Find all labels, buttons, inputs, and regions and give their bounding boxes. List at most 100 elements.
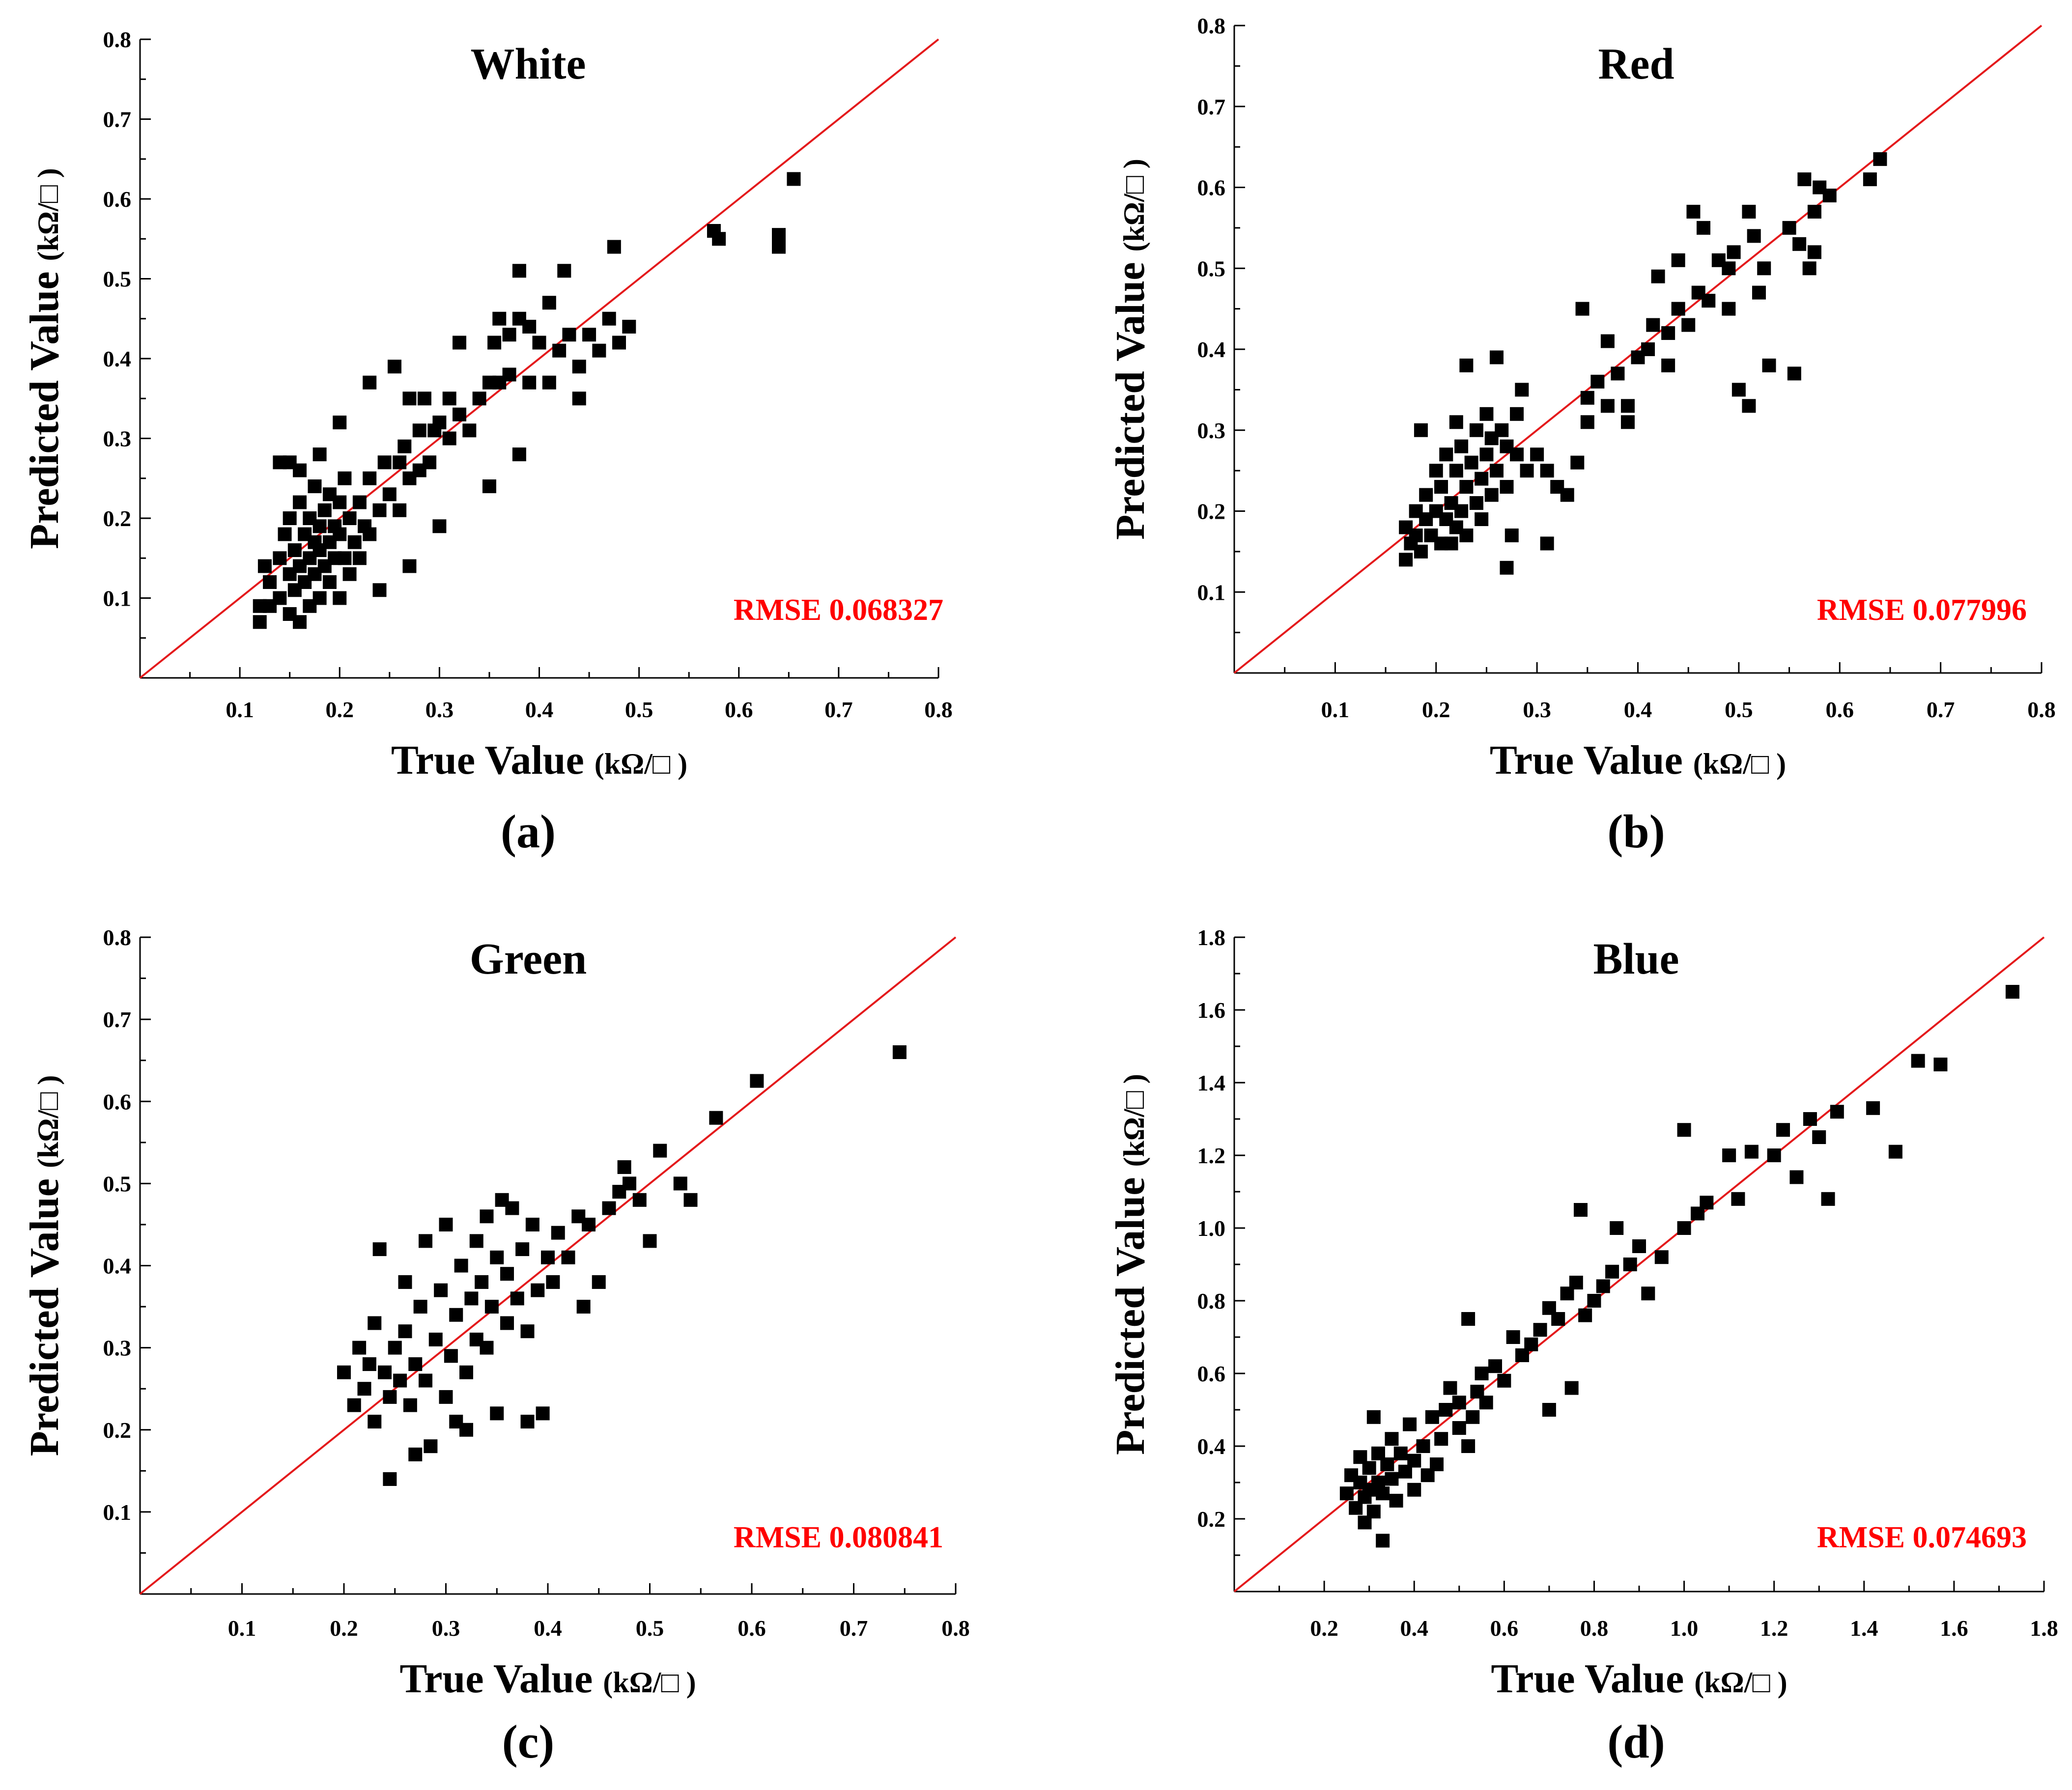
data-point (1551, 1312, 1565, 1326)
data-point (1419, 488, 1433, 502)
data-point (1569, 1276, 1583, 1289)
x-tick-label: 0.7 (840, 1616, 868, 1641)
data-point (338, 551, 352, 565)
y-tick-label: 0.8 (103, 27, 132, 52)
data-point (1497, 1373, 1511, 1388)
data-point (283, 511, 297, 525)
data-point (287, 543, 302, 557)
data-point (362, 1357, 376, 1371)
data-point (1654, 1250, 1669, 1264)
y-tick-label: 1.0 (1197, 1216, 1226, 1241)
data-point (1339, 1486, 1354, 1501)
y-tick-label: 0.6 (103, 187, 132, 212)
data-point (1540, 536, 1554, 551)
data-point (1416, 1439, 1430, 1453)
y-tick-label: 0.3 (103, 1336, 132, 1361)
panel-red: 0.1 0.2 0.3 0.4 0.5 0.6 0.7 0.8 0.1 0.2 0.3 0.4 0.5 0… (1107, 13, 2056, 858)
y-tick-label: 0.5 (1197, 256, 1226, 281)
data-point (408, 1357, 423, 1371)
data-point (1731, 1192, 1745, 1206)
data-point (552, 343, 567, 358)
data-point (561, 1250, 575, 1264)
data-point (525, 1217, 539, 1231)
rmse-annotation: RMSE 0.077996 (1817, 593, 2027, 627)
data-point (342, 567, 357, 581)
data-point (500, 1316, 514, 1330)
y-tick-label: 0.1 (103, 586, 132, 611)
data-point (592, 343, 606, 358)
y-tick-label: 0.7 (103, 107, 132, 132)
data-point (434, 1283, 448, 1297)
y-tick-label: 0.2 (103, 1418, 132, 1443)
data-point (480, 1209, 494, 1224)
data-point (393, 455, 407, 470)
data-point (787, 172, 801, 186)
reference-line-y-equals-x (139, 38, 939, 679)
data-point (398, 1324, 412, 1339)
data-point (1641, 342, 1655, 356)
data-point (1752, 285, 1766, 300)
data-point (333, 527, 347, 541)
data-point (1911, 1054, 1925, 1068)
data-point (312, 519, 327, 533)
data-point (1580, 415, 1594, 429)
data-point (1399, 553, 1413, 567)
x-tick-label: 0.8 (2027, 697, 2056, 722)
y-axis-title: Predicted Value (kΩ/□ ) (22, 1075, 67, 1456)
data-point (602, 311, 616, 326)
data-point (368, 1415, 382, 1429)
data-point (1767, 1148, 1781, 1162)
data-point (1452, 1421, 1466, 1435)
data-point (492, 311, 507, 326)
data-point (424, 1439, 438, 1454)
data-point (536, 1406, 550, 1421)
data-point (1611, 366, 1625, 381)
data-point (480, 1341, 494, 1355)
data-point (1484, 488, 1499, 502)
data-point (502, 367, 516, 382)
y-axis-title: Predicted Value (kΩ/□ ) (1107, 159, 1153, 540)
data-point (413, 1300, 427, 1314)
data-point (459, 1423, 473, 1437)
data-point (772, 240, 786, 254)
x-tick-label: 0.1 (226, 697, 254, 722)
data-point (612, 336, 626, 350)
data-point (1803, 1112, 1817, 1126)
data-point (1500, 480, 1514, 494)
x-tick-label: 0.8 (1580, 1616, 1609, 1641)
data-point (2005, 985, 2019, 999)
y-axis-unit: (kΩ/□ ) (32, 168, 64, 261)
panel-label: (c) (502, 1715, 555, 1768)
data-point (423, 455, 437, 470)
y-tick-label: 0.8 (1197, 13, 1226, 38)
data-point (1469, 496, 1483, 510)
x-tick-label: 1.8 (2030, 1616, 2058, 1641)
data-point (520, 1415, 535, 1429)
y-tick-label: 1.2 (1197, 1143, 1226, 1168)
data-point (398, 1275, 412, 1289)
data-point (542, 296, 556, 310)
data-point (372, 1242, 387, 1257)
data-point (333, 416, 347, 429)
data-point (1702, 294, 1716, 308)
data-point (1677, 1123, 1691, 1137)
y-tick-label: 0.3 (1197, 418, 1226, 443)
data-point (1495, 423, 1509, 437)
y-tick-label: 1.4 (1197, 1070, 1226, 1095)
x-axis-title-text: True Value (1491, 1656, 1694, 1702)
data-point (397, 439, 412, 453)
panel-title: Blue (1593, 935, 1679, 983)
data-point (1686, 204, 1701, 219)
data-point (475, 1275, 489, 1289)
x-tick-label: 1.6 (1940, 1616, 1968, 1641)
data-point (607, 240, 621, 254)
data-point (257, 559, 272, 573)
data-point (632, 1193, 647, 1207)
rmse-annotation: RMSE 0.074693 (1817, 1521, 2027, 1554)
data-point (1542, 1403, 1556, 1417)
data-point (520, 1324, 535, 1339)
data-point (557, 264, 571, 278)
y-tick-label: 0.3 (103, 426, 132, 451)
data-point (1792, 237, 1807, 251)
